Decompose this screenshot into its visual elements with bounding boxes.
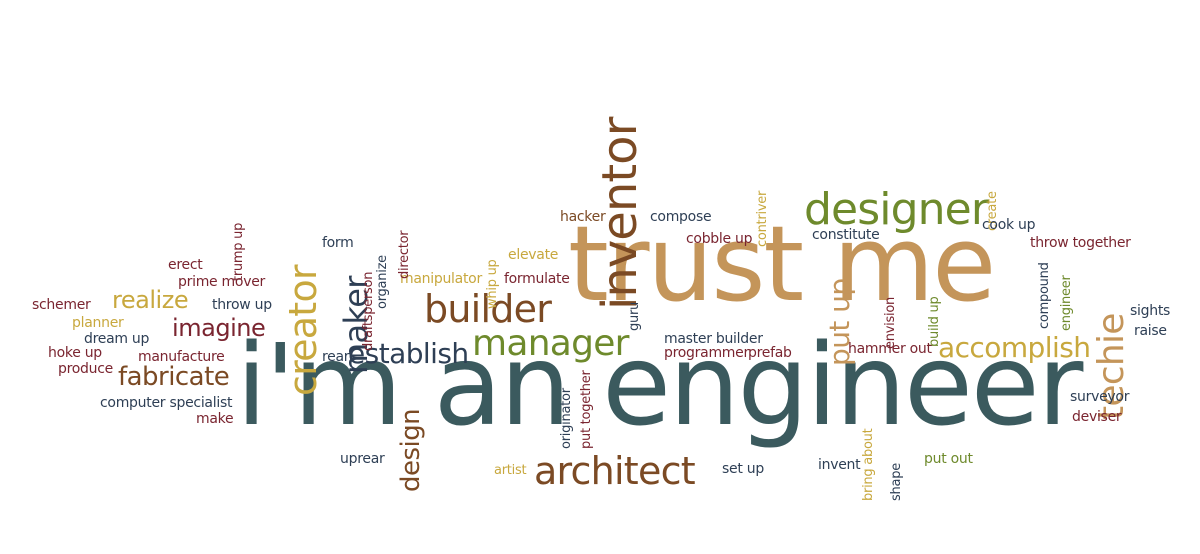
word-computer-specialist: computer specialist xyxy=(100,395,233,411)
word-design: design xyxy=(396,408,426,492)
word-throw-together: throw together xyxy=(1030,235,1131,251)
word-guru: guru xyxy=(627,301,642,331)
word-im-an-engineer: i'm an engineer xyxy=(236,321,1083,451)
word-imagine: imagine xyxy=(172,314,266,342)
word-designer: designer xyxy=(804,184,989,235)
word-contriver: contriver xyxy=(755,190,770,247)
word-throw-up: throw up xyxy=(212,297,272,313)
word-manipulator: manipulator xyxy=(400,271,482,287)
word-formulate: formulate xyxy=(504,271,570,287)
word-builder: builder xyxy=(424,287,552,331)
word-compose: compose xyxy=(650,209,712,225)
word-hacker: hacker xyxy=(560,209,606,225)
word-programmer: programmer xyxy=(664,345,749,361)
word-creator: creator xyxy=(281,265,325,396)
word-whip-up: whip up xyxy=(485,259,500,309)
word-produce: produce xyxy=(58,361,114,377)
word-accomplish: accomplish xyxy=(938,331,1091,364)
word-raise: raise xyxy=(1134,323,1167,339)
word-organize: organize xyxy=(375,255,390,309)
word-artist: artist xyxy=(494,463,527,478)
word-build-up: build up xyxy=(927,296,942,347)
word-master-builder: master builder xyxy=(664,331,763,347)
word-schemer: schemer xyxy=(32,297,91,313)
word-engineer: engineer xyxy=(1059,275,1074,331)
word-originator: originator xyxy=(559,388,574,449)
word-realize: realize xyxy=(112,286,189,314)
word-dream-up: dream up xyxy=(84,331,150,347)
word-fabricate: fabricate xyxy=(118,362,230,392)
word-compound: compound xyxy=(1037,262,1052,329)
word-shape: shape xyxy=(889,463,904,501)
word-sights: sights xyxy=(1130,303,1171,319)
word-cobble-up: cobble up xyxy=(686,231,753,247)
word-establish: establish xyxy=(348,337,469,370)
word-bring-about: bring about xyxy=(861,428,876,501)
word-cook-up: cook up xyxy=(982,217,1036,233)
word-draftsperson: draftsperson xyxy=(361,271,376,351)
word-put-out: put out xyxy=(924,451,973,467)
word-manager: manager xyxy=(472,323,630,364)
word-rear: rear xyxy=(322,349,350,365)
word-architect: architect xyxy=(534,449,696,493)
word-form: form xyxy=(322,235,354,251)
word-set-up: set up xyxy=(722,461,764,477)
word-uprear: uprear xyxy=(340,451,385,467)
word-director: director xyxy=(397,230,412,279)
word-hoke-up: hoke up xyxy=(48,345,102,361)
word-constitute: constitute xyxy=(812,227,880,243)
word-manufacture: manufacture xyxy=(138,349,225,365)
word-trump-up: trump up xyxy=(231,222,246,281)
word-prime-mover: prime mover xyxy=(178,274,266,290)
word-planner: planner xyxy=(72,315,124,331)
word-surveyor: surveyor xyxy=(1070,389,1130,405)
word-hammer-out: hammer out xyxy=(848,341,932,357)
word-make: make xyxy=(196,411,234,427)
word-deviser: deviser xyxy=(1072,409,1122,425)
word-elevate: elevate xyxy=(508,247,559,263)
word-put-together: put together xyxy=(579,370,594,449)
word-erect: erect xyxy=(168,257,203,273)
word-trust-me: trust me xyxy=(568,203,996,325)
word-prefab: prefab xyxy=(748,345,792,361)
word-invent: invent xyxy=(818,457,861,473)
